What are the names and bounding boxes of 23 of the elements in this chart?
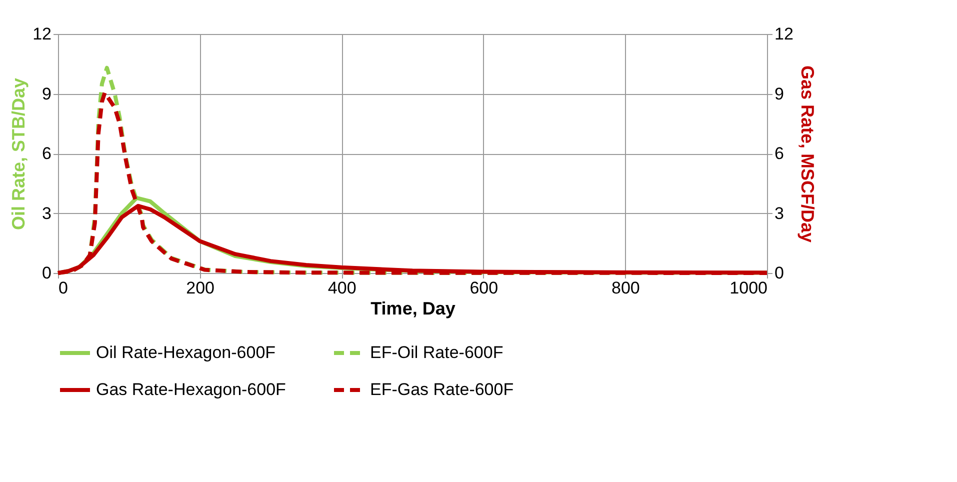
x-tick-label: 0 — [58, 278, 68, 298]
y-axis-title: Oil Rate, STB/Day — [8, 78, 29, 230]
y2-tick-label: 9 — [774, 84, 784, 104]
legend-label: Gas Rate-Hexagon-600F — [96, 380, 286, 399]
y-tick-label: 9 — [42, 84, 52, 104]
x-tick-label: 1000 — [730, 278, 768, 298]
y2-tick-label: 3 — [774, 204, 784, 223]
y-tick-label: 12 — [32, 24, 52, 44]
y2-axis-title: Gas Rate, MSCF/Day — [797, 65, 818, 243]
y2-tick-label: 6 — [774, 144, 784, 163]
y-tick-label: 3 — [42, 204, 52, 223]
y2-tick-label: 0 — [774, 264, 784, 282]
legend-label: Oil Rate-Hexagon-600F — [96, 343, 276, 362]
x-tick-label: 800 — [612, 278, 640, 298]
y-tick-label: 0 — [42, 264, 52, 282]
legend-label: EF-Gas Rate-600F — [370, 380, 514, 399]
x-axis-title: Time, Day — [370, 298, 456, 318]
x-tick-label: 600 — [470, 278, 498, 298]
x-tick-label: 400 — [328, 278, 356, 298]
legend-label: EF-Oil Rate-600F — [370, 343, 504, 362]
y-tick-label: 6 — [42, 144, 52, 163]
y2-tick-label: 12 — [774, 24, 794, 44]
x-tick-label: 200 — [186, 278, 214, 298]
